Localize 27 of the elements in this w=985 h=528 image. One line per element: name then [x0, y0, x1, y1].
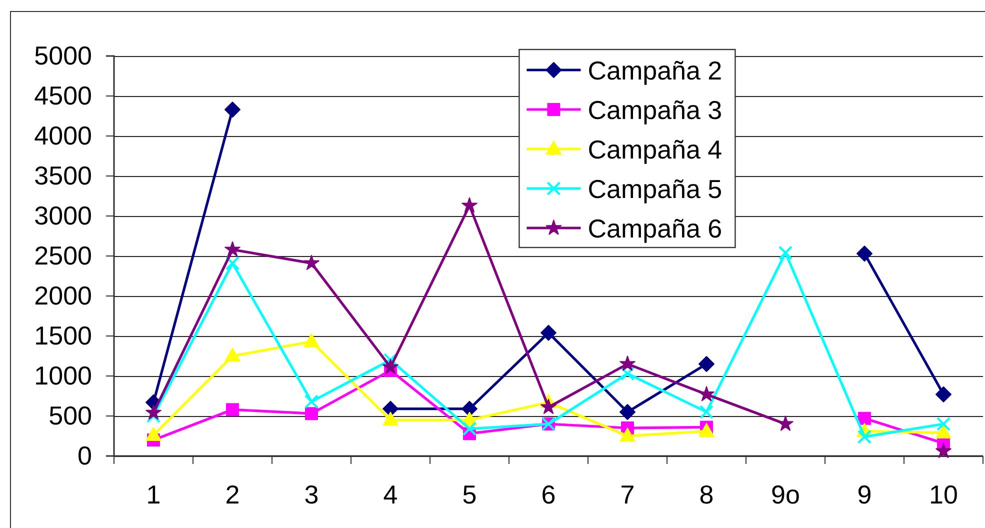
y-tick-label: 500 — [48, 400, 92, 430]
y-tick-label: 3000 — [34, 200, 92, 230]
y-tick-label: 0 — [78, 440, 92, 470]
legend-label: Campaña 2 — [588, 55, 722, 86]
x-tick-label: 2 — [225, 479, 240, 510]
x-tick-label: 9o — [771, 479, 800, 510]
x-tick-label: 3 — [304, 479, 319, 510]
y-tick-label: 1500 — [34, 320, 92, 350]
x-tick-label: 10 — [929, 479, 958, 510]
y-tick-label: 2000 — [34, 280, 92, 310]
y-tick-label: 4000 — [34, 120, 92, 150]
x-tick-label: 1 — [146, 479, 161, 510]
x-tick-label: 9 — [857, 479, 872, 510]
x-tick-label: 6 — [541, 479, 556, 510]
legend-label: Campaña 6 — [588, 213, 722, 244]
legend-label: Campaña 3 — [588, 94, 722, 125]
x-tick-label: 4 — [383, 479, 398, 510]
legend-label: Campaña 4 — [588, 134, 722, 164]
x-tick-label: 5 — [462, 479, 477, 510]
legend-label: Campaña 5 — [588, 174, 722, 204]
x-tick-label: 8 — [699, 479, 714, 510]
y-tick-label: 1000 — [34, 360, 92, 390]
y-tick-label: 4500 — [34, 80, 92, 110]
x-tick-label: 7 — [620, 479, 635, 510]
y-tick-label: 3500 — [34, 160, 92, 190]
y-tick-label: 5000 — [34, 40, 92, 70]
y-tick-label: 2500 — [34, 240, 92, 270]
